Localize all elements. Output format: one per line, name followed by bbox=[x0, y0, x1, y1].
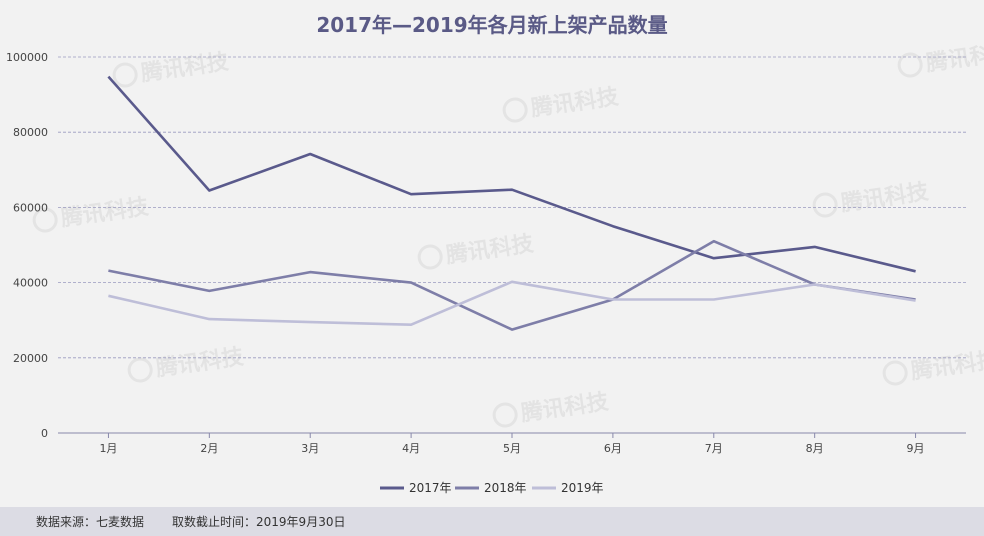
x-tick-label: 6月 bbox=[604, 442, 622, 455]
watermark-logo-icon bbox=[417, 244, 443, 270]
x-tick-label: 3月 bbox=[301, 442, 319, 455]
watermark-logo-icon bbox=[882, 360, 908, 386]
y-tick-label: 0 bbox=[41, 427, 48, 440]
y-tick-label: 40000 bbox=[13, 277, 48, 290]
watermark: 腾讯科技 bbox=[32, 195, 151, 233]
series-line-2 bbox=[108, 239, 916, 331]
data-source-text: 数据来源：七麦数据 bbox=[36, 515, 145, 529]
x-tick-label: 2月 bbox=[200, 442, 218, 455]
watermark-logo-icon bbox=[897, 52, 923, 78]
y-axis: 0 20000 40000 60000 80000 100000 bbox=[6, 51, 48, 440]
series-line-1 bbox=[107, 75, 916, 273]
watermark: 腾讯科技 bbox=[417, 232, 536, 270]
watermark-logo-icon bbox=[502, 97, 528, 123]
watermark: 腾讯科技 bbox=[882, 348, 984, 386]
watermark: 腾讯科技 bbox=[127, 345, 246, 383]
x-tick-label: 9月 bbox=[907, 442, 925, 455]
x-tick-label: 4月 bbox=[402, 442, 420, 455]
footer-bar: 数据来源：七麦数据 取数截止时间：2019年9月30日 bbox=[0, 507, 984, 536]
x-tick-label: 5月 bbox=[503, 442, 521, 455]
watermark: 腾讯科技 bbox=[502, 85, 621, 123]
watermark-text: 腾讯科技 bbox=[154, 345, 246, 382]
x-axis: 1月 2月 3月 4月 5月 6月 7月 8月 9月 bbox=[58, 432, 966, 455]
y-tick-label: 20000 bbox=[13, 352, 48, 365]
x-tick-label: 7月 bbox=[705, 442, 723, 455]
series-line-3 bbox=[108, 280, 916, 327]
watermark: 腾讯科技 bbox=[112, 50, 231, 88]
chart-title: 2017年—2019年各月新上架产品数量 bbox=[316, 13, 667, 37]
watermark: 腾讯科技 bbox=[812, 180, 931, 218]
legend-label: 2017年 bbox=[409, 481, 452, 495]
series-lines bbox=[107, 75, 916, 331]
watermark-text: 腾讯科技 bbox=[909, 348, 984, 385]
watermark-logo-icon bbox=[127, 357, 153, 383]
watermark-text: 腾讯科技 bbox=[924, 40, 984, 77]
legend: 2017年 2018年 2019年 bbox=[380, 481, 604, 495]
y-tick-label: 80000 bbox=[13, 126, 48, 139]
cutoff-date-text: 取数截止时间：2019年9月30日 bbox=[172, 515, 346, 529]
gridlines bbox=[58, 56, 966, 359]
watermark-text: 腾讯科技 bbox=[529, 85, 621, 122]
watermark: 腾讯科技 bbox=[897, 40, 984, 78]
watermark-text: 腾讯科技 bbox=[444, 232, 536, 269]
y-tick-label: 100000 bbox=[6, 51, 48, 64]
x-tick-label: 8月 bbox=[806, 442, 824, 455]
x-tick-label: 1月 bbox=[99, 442, 117, 455]
watermark-logo-icon bbox=[112, 62, 138, 88]
watermark-text: 腾讯科技 bbox=[519, 390, 611, 427]
legend-label: 2018年 bbox=[484, 481, 527, 495]
watermark-text: 腾讯科技 bbox=[59, 195, 151, 232]
y-tick-label: 60000 bbox=[13, 201, 48, 214]
watermark-text: 腾讯科技 bbox=[839, 180, 931, 217]
legend-label: 2019年 bbox=[561, 481, 604, 495]
watermark-logo-icon bbox=[32, 207, 58, 233]
watermark-logo-icon bbox=[492, 402, 518, 428]
watermark: 腾讯科技 bbox=[492, 390, 611, 428]
watermark-text: 腾讯科技 bbox=[139, 50, 231, 87]
watermark-logo-icon bbox=[812, 192, 838, 218]
